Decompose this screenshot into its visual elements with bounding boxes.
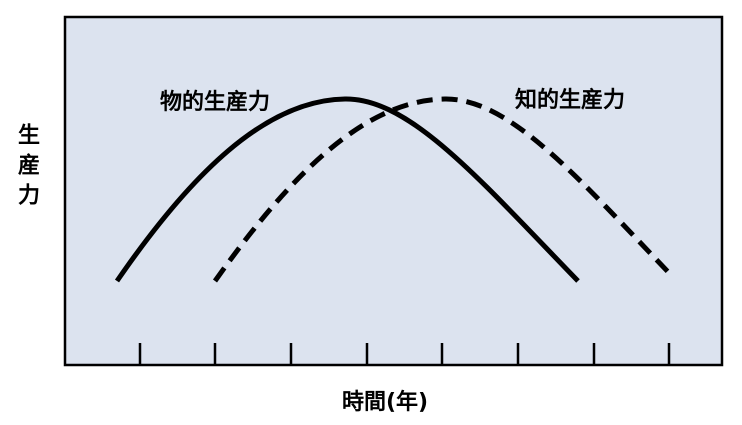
ticks xyxy=(138,343,671,365)
dashed-curve xyxy=(212,96,674,283)
curve-label: 物的生産力 xyxy=(160,89,270,115)
x-axis-label: 時間(年) xyxy=(342,389,428,415)
curve-label: 知的生産力 xyxy=(515,87,625,113)
y-axis-label: 生産力 xyxy=(14,123,40,213)
plot-area xyxy=(63,15,724,367)
solid-curve xyxy=(114,96,580,283)
